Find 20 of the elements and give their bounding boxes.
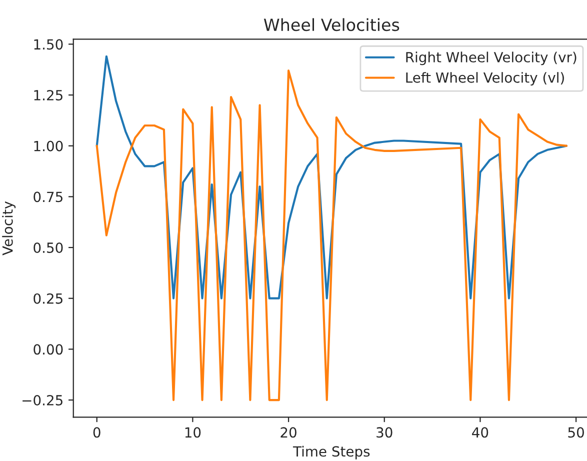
chart-title: Wheel Velocities xyxy=(264,18,400,32)
y-tick-label: 0.00 xyxy=(34,344,63,355)
y-axis-title: Velocity xyxy=(2,201,16,256)
line-series xyxy=(96,70,568,402)
y-tick-label: 0.75 xyxy=(34,192,62,202)
y-tick-label: 0.50 xyxy=(34,242,63,253)
x-tick-label: 10 xyxy=(185,427,201,438)
x-tick-label: 40 xyxy=(472,427,488,438)
y-tick-label: 1.25 xyxy=(34,90,62,100)
x-tick-label: 0 xyxy=(93,427,100,438)
y-tick-label: 0.25 xyxy=(34,293,62,304)
y-tick-label: 1.00 xyxy=(34,140,63,152)
legend-label: Right Wheel Velocity (vr) xyxy=(406,52,576,66)
x-tick-label: 30 xyxy=(376,427,392,438)
x-tick-label: 50 xyxy=(568,427,584,438)
legend-label: Left Wheel Velocity (vl) xyxy=(406,72,564,86)
y-tick-label: 1.50 xyxy=(34,39,63,50)
x-axis-title: Time Steps xyxy=(292,446,370,460)
y-tick-label: −0.25 xyxy=(22,394,62,406)
x-tick-label: 20 xyxy=(280,427,296,438)
